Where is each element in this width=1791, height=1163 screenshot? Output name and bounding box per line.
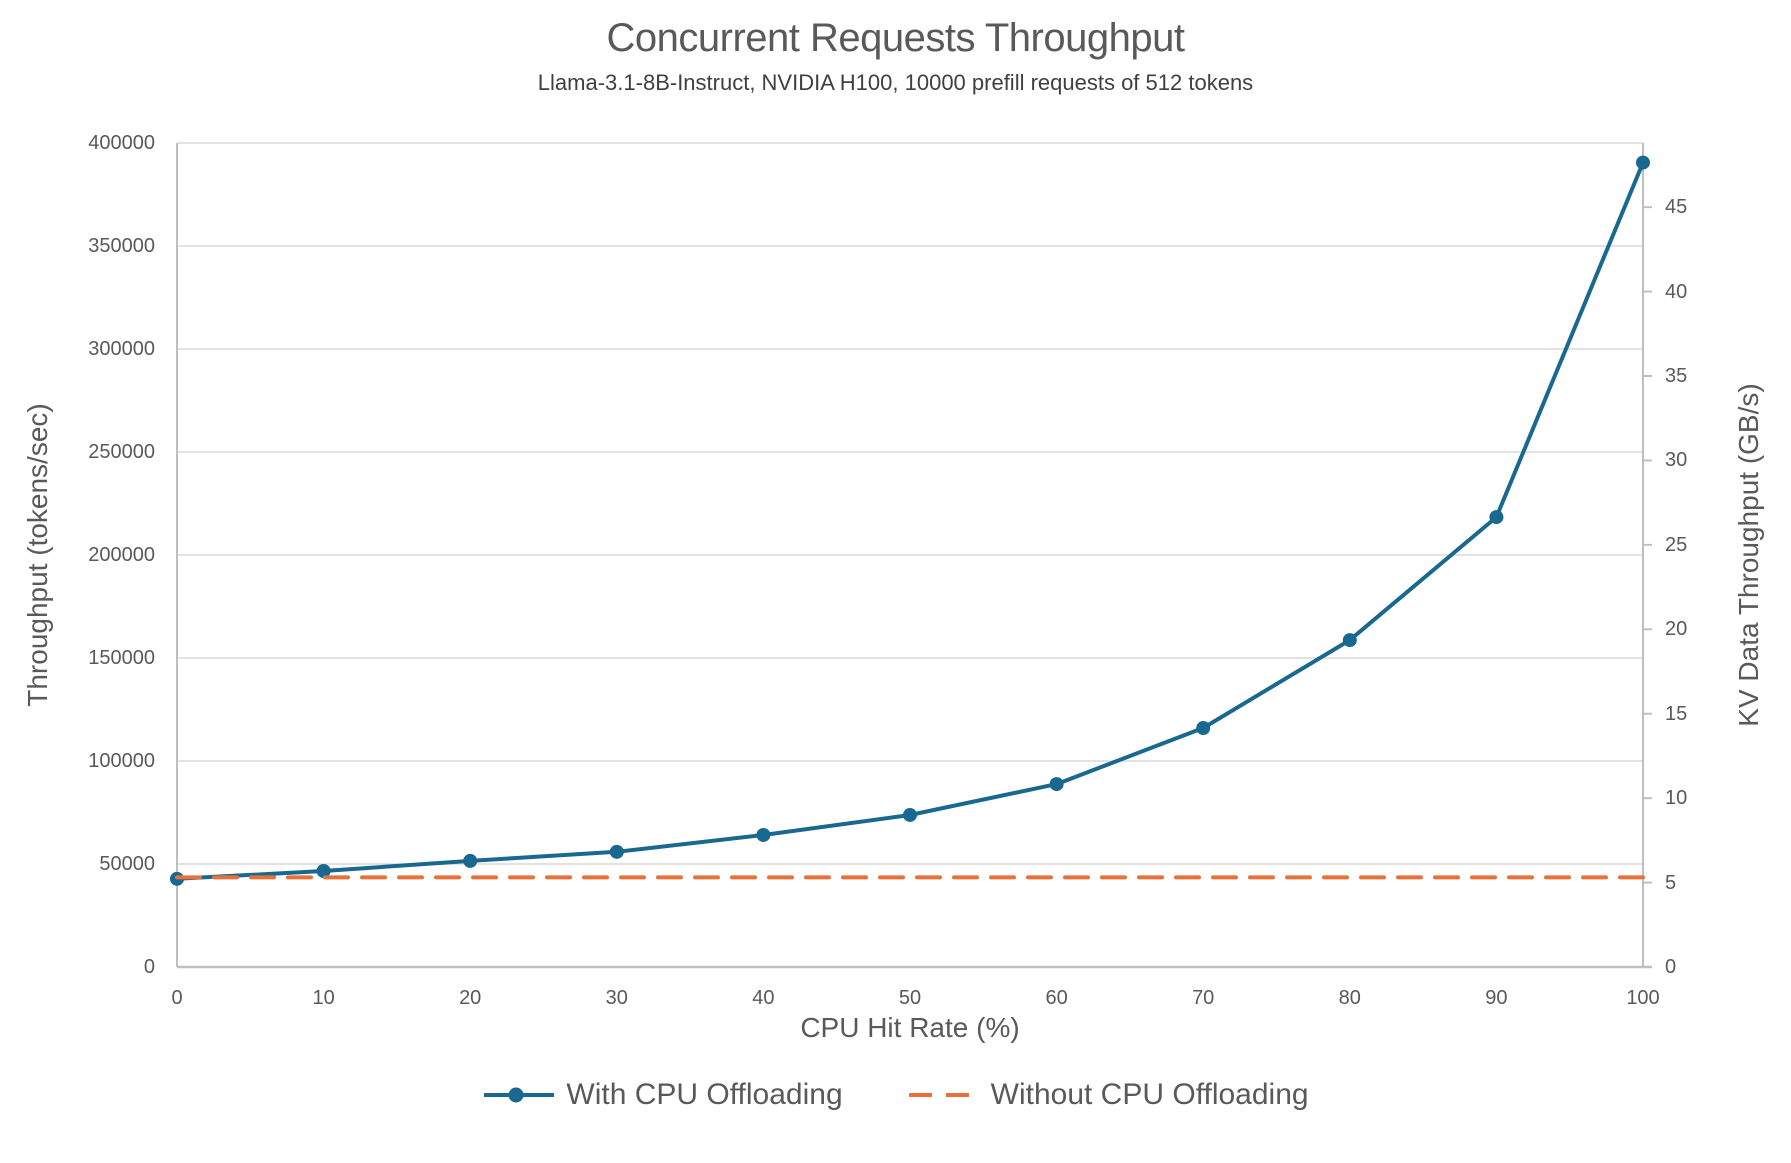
legend-item-with-cpu-offloading: With CPU Offloading [482, 1078, 843, 1112]
data-point-marker [609, 844, 624, 859]
data-point-marker [903, 807, 917, 822]
legend-item-without-cpu-offloading: Without CPU Offloading [907, 1078, 1309, 1112]
legend-label-without-cpu-offloading: Without CPU Offloading [990, 1078, 1309, 1111]
data-point-marker [1196, 721, 1211, 736]
legend-label-with-cpu-offloading: With CPU Offloading [566, 1078, 843, 1111]
data-point-marker [1342, 633, 1357, 648]
x-axis-title: CPU Hit Rate (%) [800, 1012, 1020, 1043]
data-point-marker [756, 827, 771, 842]
chart-subtitle: Llama-3.1-8B-Instruct, NVIDIA H100, 1000… [537, 70, 1254, 95]
legend-line-marker-sample [484, 1087, 555, 1103]
data-point-marker [463, 853, 478, 868]
series-line-with-cpu-offloading [175, 160, 1645, 881]
y-axis-left-title: Throughput (tokens/sec) [22, 403, 53, 707]
legend-dashed-line-sample [908, 1093, 979, 1097]
data-point-marker [316, 864, 331, 879]
data-point-marker [1049, 777, 1064, 792]
data-point-marker [1636, 155, 1650, 170]
data-point-marker [1489, 510, 1504, 525]
legend: With CPU Offloading Without CPU Offloadi… [0, 1078, 1791, 1112]
chart-title: Concurrent Requests Throughput [606, 16, 1185, 60]
y-axis-right-title: KV Data Throughput (GB/s) [1733, 383, 1764, 727]
